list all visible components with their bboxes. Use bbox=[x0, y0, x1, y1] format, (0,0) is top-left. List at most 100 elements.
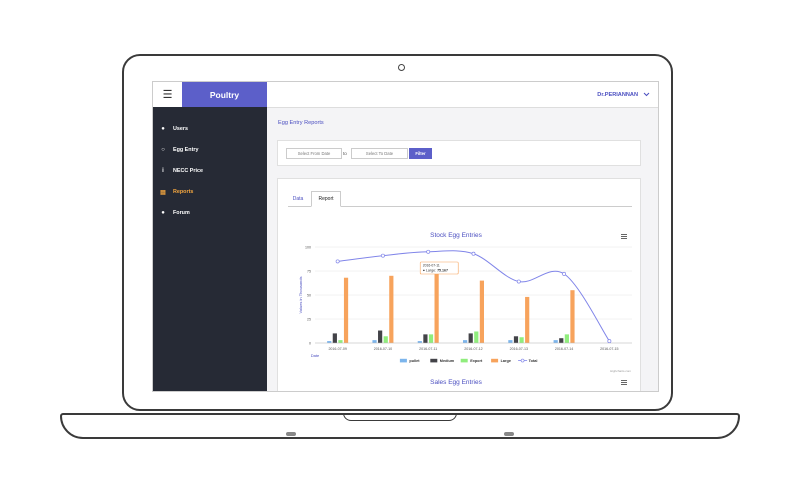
bar-medium[interactable] bbox=[378, 330, 383, 343]
report-card: Data Report Stock Egg Entries 0 25 50 75 100… bbox=[277, 178, 641, 391]
chart-credit: Highcharts.com bbox=[610, 369, 631, 373]
sidebar-item-label: Egg Entry bbox=[173, 147, 199, 153]
top-bar: ☰ Poultry Dr.PERIANNAN bbox=[153, 82, 658, 108]
y-tick-label: 100 bbox=[305, 245, 311, 249]
chart-menu-icon[interactable] bbox=[621, 234, 627, 239]
bar-medium[interactable] bbox=[468, 333, 473, 343]
main-content: Egg Entry Reports Select From Date to Se… bbox=[267, 107, 658, 391]
chart-menu-icon[interactable] bbox=[621, 380, 627, 385]
point-total[interactable] bbox=[516, 279, 521, 284]
info-icon: i bbox=[162, 168, 164, 174]
x-tick-label: 2016-07-10 bbox=[374, 347, 392, 351]
laptop-foot bbox=[286, 432, 296, 436]
tooltip bbox=[419, 261, 459, 275]
chart-title: Sales Egg Entries bbox=[430, 379, 482, 386]
laptop-base bbox=[60, 413, 740, 439]
laptop-foot bbox=[504, 432, 514, 436]
bar-pullet[interactable] bbox=[553, 340, 558, 343]
y-tick-label: 0 bbox=[309, 341, 311, 345]
hamburger-menu-icon[interactable]: ☰ bbox=[162, 89, 173, 101]
circle-icon: ○ bbox=[161, 147, 165, 153]
to-date-input[interactable]: Select To Date bbox=[351, 148, 408, 159]
sidebar-item-label: NECC Price bbox=[173, 168, 203, 174]
bar-medium[interactable] bbox=[559, 338, 564, 343]
tab-report[interactable]: Report bbox=[311, 191, 341, 207]
legend-label[interactable]: Export bbox=[470, 359, 483, 363]
sidebar-item-forum[interactable]: ● Forum bbox=[159, 207, 190, 219]
point-total[interactable] bbox=[426, 249, 431, 254]
point-total[interactable] bbox=[335, 259, 340, 264]
chat-icon: ● bbox=[161, 210, 165, 216]
series-line-total bbox=[337, 250, 610, 342]
legend-swatch-export[interactable] bbox=[460, 358, 468, 363]
sidebar-item-users[interactable]: ● Users bbox=[159, 123, 188, 135]
point-total[interactable] bbox=[471, 251, 476, 256]
bar-large[interactable] bbox=[570, 290, 575, 343]
filter-button[interactable]: Filter bbox=[409, 148, 432, 159]
sidebar-item-egg-entry[interactable]: ○ Egg Entry bbox=[159, 144, 198, 156]
tooltip-date: 2016-07-11 bbox=[423, 264, 440, 268]
chevron-down-icon bbox=[643, 92, 650, 97]
bar-pullet[interactable] bbox=[327, 341, 332, 343]
bar-pullet[interactable] bbox=[417, 341, 422, 343]
sidebar-item-label: Forum bbox=[173, 210, 190, 216]
sidebar-item-label: Reports bbox=[173, 189, 194, 195]
sidebar-item-reports[interactable]: ▤ Reports bbox=[159, 186, 193, 198]
camera-icon bbox=[398, 64, 405, 71]
tab-data[interactable]: Data bbox=[292, 195, 304, 202]
legend-swatch-medium[interactable] bbox=[430, 358, 438, 363]
x-tick-label: 2016-07-12 bbox=[464, 347, 482, 351]
bar-large[interactable] bbox=[343, 277, 349, 343]
legend-label[interactable]: Total bbox=[529, 359, 538, 363]
brand-logo[interactable]: Poultry bbox=[182, 82, 267, 107]
chart-icon: ▤ bbox=[160, 189, 166, 196]
x-tick-label: 2016-07-13 bbox=[510, 347, 528, 351]
point-total[interactable] bbox=[607, 339, 612, 344]
chart-title: Stock Egg Entries bbox=[430, 232, 482, 239]
bar-export[interactable] bbox=[428, 334, 434, 343]
bar-export[interactable] bbox=[383, 336, 388, 343]
bar-export[interactable] bbox=[474, 331, 479, 343]
x-tick-label: 2016-07-09 bbox=[328, 347, 346, 351]
sidebar-item-necc-price[interactable]: i NECC Price bbox=[159, 165, 203, 177]
x-tick-label: 2016-07-11 bbox=[419, 347, 437, 351]
x-tick-label: 2016-07-15 bbox=[600, 347, 618, 351]
x-tick-label: 2016-07-14 bbox=[555, 347, 573, 351]
users-icon: ● bbox=[161, 126, 165, 132]
bar-export[interactable] bbox=[338, 340, 343, 343]
legend-swatch-pullet[interactable] bbox=[399, 358, 407, 363]
from-date-input[interactable]: Select From Date bbox=[286, 148, 342, 159]
bar-medium[interactable] bbox=[513, 336, 519, 343]
bar-large[interactable] bbox=[479, 280, 484, 343]
chart-area: Stock Egg Entries 0 25 50 75 100 Values in Th… bbox=[298, 232, 632, 386]
tooltip-value: ● Large: 75.167 bbox=[423, 269, 448, 273]
filter-card: Select From Date to Select To Date Filte… bbox=[277, 140, 641, 166]
bar-medium[interactable] bbox=[423, 334, 428, 343]
point-total[interactable] bbox=[380, 253, 385, 258]
screen: ☰ Poultry Dr.PERIANNAN ● Users ○ Egg Ent… bbox=[152, 81, 659, 392]
bar-medium[interactable] bbox=[332, 333, 337, 343]
y-tick-label: 75 bbox=[307, 269, 311, 273]
legend-label[interactable]: pullet bbox=[409, 359, 420, 363]
legend-swatch-large[interactable] bbox=[491, 358, 499, 363]
laptop-notch bbox=[343, 413, 457, 421]
y-tick-label: 50 bbox=[307, 293, 311, 297]
legend-marker-total bbox=[520, 358, 525, 363]
to-label: to bbox=[343, 151, 347, 156]
legend-label[interactable]: Large bbox=[501, 359, 511, 363]
y-axis-label: Values in Thousands bbox=[298, 277, 303, 314]
bar-pullet[interactable] bbox=[508, 340, 513, 343]
bar-export[interactable] bbox=[519, 337, 524, 343]
x-axis-label: Date bbox=[311, 353, 320, 358]
bar-large[interactable] bbox=[389, 275, 394, 343]
bar-large[interactable] bbox=[525, 296, 530, 343]
legend-label[interactable]: Medium bbox=[440, 359, 455, 363]
user-menu[interactable]: Dr.PERIANNAN bbox=[597, 82, 650, 107]
bar-pullet[interactable] bbox=[372, 340, 377, 343]
bar-export[interactable] bbox=[564, 334, 569, 343]
point-total[interactable] bbox=[562, 271, 567, 276]
user-name: Dr.PERIANNAN bbox=[597, 91, 638, 98]
bar-large[interactable] bbox=[434, 270, 439, 343]
page-title: Egg Entry Reports bbox=[278, 120, 324, 126]
bar-pullet[interactable] bbox=[463, 340, 468, 343]
